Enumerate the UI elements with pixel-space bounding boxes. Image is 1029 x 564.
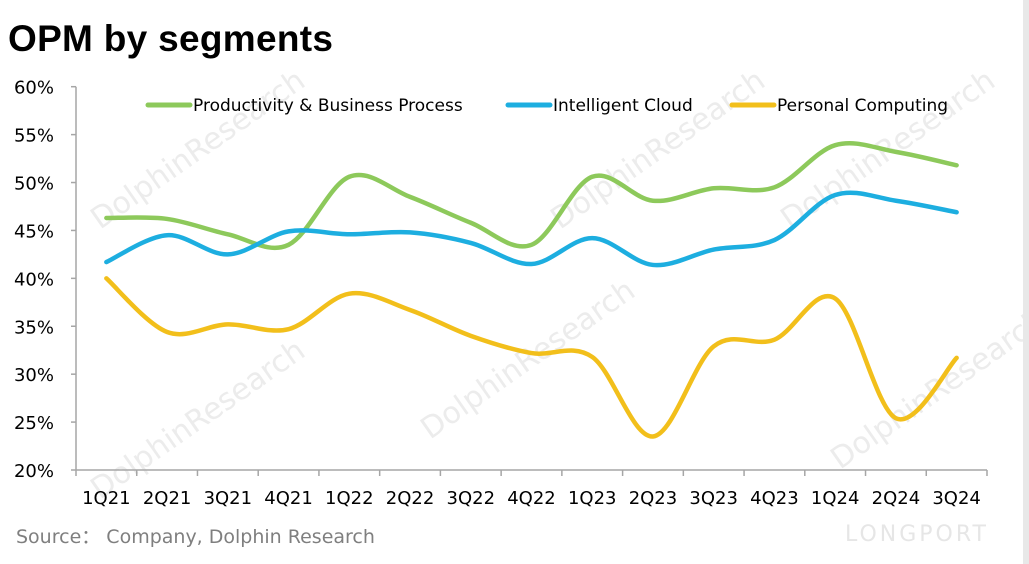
x-tick-label: 3Q24 bbox=[932, 488, 981, 509]
x-tick-label: 3Q23 bbox=[689, 488, 738, 509]
y-tick-label: 30% bbox=[14, 365, 54, 386]
series-line-personal-computing bbox=[104, 276, 959, 439]
x-tick-label: 1Q24 bbox=[811, 488, 860, 509]
x-tick-label: 1Q21 bbox=[82, 488, 131, 509]
legend-label: Personal Computing bbox=[777, 96, 948, 116]
y-tick-label: 50% bbox=[14, 174, 54, 195]
x-tick-label: 1Q22 bbox=[325, 488, 374, 509]
series-line-intelligent-cloud bbox=[104, 190, 959, 268]
y-tick-label: 55% bbox=[14, 126, 54, 147]
watermark-text: DolphinResearch bbox=[545, 63, 772, 237]
legend-label: Productivity & Business Process bbox=[193, 96, 463, 116]
x-tick-label: 2Q22 bbox=[386, 488, 435, 509]
watermark-text: DolphinResearch bbox=[85, 63, 312, 237]
watermark-text: DolphinResearch bbox=[85, 333, 312, 507]
watermark-text: DolphinResearch bbox=[415, 273, 642, 447]
x-tick-label: 2Q23 bbox=[629, 488, 678, 509]
x-tick-label: 2Q24 bbox=[872, 488, 921, 509]
y-tick-label: 25% bbox=[14, 413, 54, 434]
x-tick-label: 2Q21 bbox=[143, 488, 192, 509]
x-tick-label: 3Q22 bbox=[447, 488, 496, 509]
chart-title: OPM by segments bbox=[8, 18, 334, 59]
y-tick-label: 60% bbox=[14, 78, 54, 99]
y-tick-label: 40% bbox=[14, 269, 54, 290]
source-note: Source： Company, Dolphin Research bbox=[16, 526, 375, 548]
x-tick-label: 4Q22 bbox=[507, 488, 556, 509]
y-tick-label: 35% bbox=[14, 317, 54, 338]
x-tick-label: 4Q23 bbox=[750, 488, 799, 509]
right-border bbox=[1023, 0, 1029, 564]
legend: Productivity & Business Process Intellige… bbox=[145, 96, 948, 116]
brand-watermark: LONGPORT bbox=[844, 522, 989, 547]
series-lines bbox=[104, 140, 959, 439]
watermarks: DolphinResearch DolphinResearch DolphinRes… bbox=[85, 63, 1029, 507]
y-tick-label: 45% bbox=[14, 221, 54, 242]
x-tick-label: 3Q21 bbox=[204, 488, 253, 509]
x-tick-label: 4Q21 bbox=[264, 488, 313, 509]
axes: 20% 25% 30% 35% 40% 45% 50% 55% 60% 1Q21 2Q21 3Q21 4… bbox=[14, 78, 988, 509]
legend-label: Intelligent Cloud bbox=[553, 96, 693, 116]
y-tick-label: 20% bbox=[14, 461, 54, 482]
x-tick-label: 1Q23 bbox=[568, 488, 617, 509]
